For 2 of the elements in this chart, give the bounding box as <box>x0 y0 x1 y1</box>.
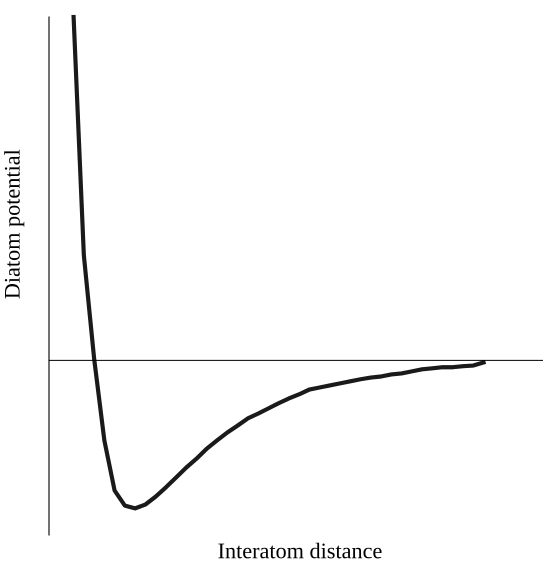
x-axis-title: Interatom distance <box>218 542 382 558</box>
y-axis-title: Diatom potential <box>4 150 24 299</box>
